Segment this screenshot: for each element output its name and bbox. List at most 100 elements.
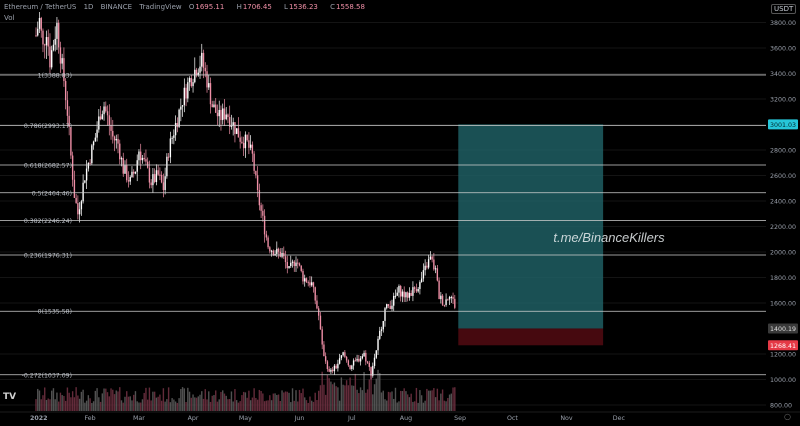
- volume-bar: [148, 387, 151, 411]
- candle-body: [201, 52, 203, 67]
- volume-bar: [445, 401, 447, 411]
- target-price-badge: [768, 119, 798, 130]
- candle-body: [291, 261, 294, 263]
- settings-icon[interactable]: ○: [784, 412, 791, 421]
- candle-body: [368, 362, 370, 367]
- volume-bar: [241, 395, 243, 411]
- tradingview-logo[interactable]: TV: [3, 392, 17, 402]
- candle-body: [372, 365, 374, 376]
- candle-body: [192, 82, 194, 87]
- volume-bar: [305, 400, 308, 411]
- volume-bar: [454, 387, 456, 411]
- candle-body: [56, 22, 58, 39]
- ohlc-close: C1558.58: [330, 3, 370, 11]
- volume-bar: [307, 402, 309, 411]
- candle-body: [382, 320, 384, 330]
- candle-body: [101, 114, 104, 120]
- volume-bar: [384, 399, 386, 411]
- volume-bar: [209, 401, 212, 411]
- volume-bar: [431, 390, 433, 411]
- candle-body: [242, 142, 245, 149]
- volume-bar: [38, 390, 41, 411]
- candle-body: [91, 145, 93, 164]
- volume-bar: [272, 393, 275, 411]
- volume-bar: [160, 400, 163, 411]
- candle-body: [38, 17, 41, 29]
- candle-body: [138, 151, 140, 161]
- interval-label[interactable]: 1D: [83, 3, 94, 11]
- volume-bar: [110, 388, 112, 411]
- x-tick-label: Mar: [133, 415, 145, 422]
- currency-selector[interactable]: USDT: [771, 4, 797, 14]
- volume-bar: [59, 392, 62, 411]
- volume-bar: [295, 390, 297, 411]
- candle-body: [267, 237, 269, 248]
- volume-bar: [199, 394, 201, 411]
- volume-bar: [393, 398, 395, 411]
- volume-bar: [401, 391, 404, 411]
- candle-body: [211, 104, 213, 108]
- volume-bar: [159, 394, 161, 411]
- volume-bar: [89, 398, 91, 411]
- candle-body: [162, 182, 165, 191]
- volume-bar: [188, 391, 191, 411]
- symbol-name[interactable]: Ethereum / TetherUS: [4, 3, 77, 11]
- candle-body: [433, 259, 435, 270]
- volume-bar: [73, 397, 76, 411]
- volume-bar: [80, 391, 83, 411]
- volume-bar: [129, 396, 131, 411]
- volume-bar: [410, 393, 412, 411]
- candle-body: [260, 205, 262, 211]
- volume-bar: [153, 391, 156, 411]
- candle-body: [288, 266, 290, 269]
- candle-body: [215, 104, 217, 113]
- volume-bar: [349, 377, 351, 411]
- candle-body: [37, 28, 39, 36]
- candle-body: [199, 66, 201, 73]
- volume-bar: [71, 391, 74, 411]
- volume-bar: [239, 401, 241, 411]
- x-tick-label: Jul: [347, 415, 356, 422]
- candle-body: [145, 159, 147, 162]
- y-tick-label: 800.00: [770, 403, 792, 410]
- candle-body: [365, 352, 367, 362]
- candle-body: [377, 338, 379, 351]
- volume-bar: [211, 395, 213, 411]
- candle-body: [209, 83, 212, 105]
- candle-body: [386, 304, 388, 309]
- volume-bar: [375, 378, 377, 411]
- candle-body: [330, 369, 332, 372]
- candles: [35, 11, 456, 380]
- candle-body: [316, 300, 318, 309]
- candle-body: [415, 288, 418, 292]
- candle-body: [80, 201, 83, 210]
- volume-bar: [441, 389, 444, 411]
- candle-body: [140, 151, 142, 161]
- volume-bar: [434, 397, 437, 411]
- volume-bar: [412, 401, 414, 411]
- candle-body: [122, 158, 124, 174]
- volume-bar: [438, 400, 440, 411]
- volume-bar: [70, 397, 72, 411]
- volume-bar: [150, 400, 152, 411]
- candle-body: [220, 109, 222, 121]
- candle-body: [356, 358, 358, 361]
- candle-body: [331, 369, 334, 372]
- candle-body: [249, 144, 252, 148]
- volume-bar: [279, 401, 281, 411]
- candle-body: [373, 357, 376, 366]
- candle-body: [218, 109, 220, 117]
- volume-bar: [192, 394, 194, 411]
- volume-bar: [311, 400, 313, 411]
- volume-bar: [127, 396, 130, 411]
- candle-body: [311, 282, 313, 286]
- candle-body: [169, 138, 172, 158]
- volume-bar: [173, 399, 175, 411]
- fib-label: 0.618(2682.57): [24, 162, 72, 169]
- volume-bar: [256, 399, 259, 411]
- volume-bar: [433, 388, 435, 411]
- volume-bar: [195, 397, 198, 411]
- candle-body: [326, 361, 329, 370]
